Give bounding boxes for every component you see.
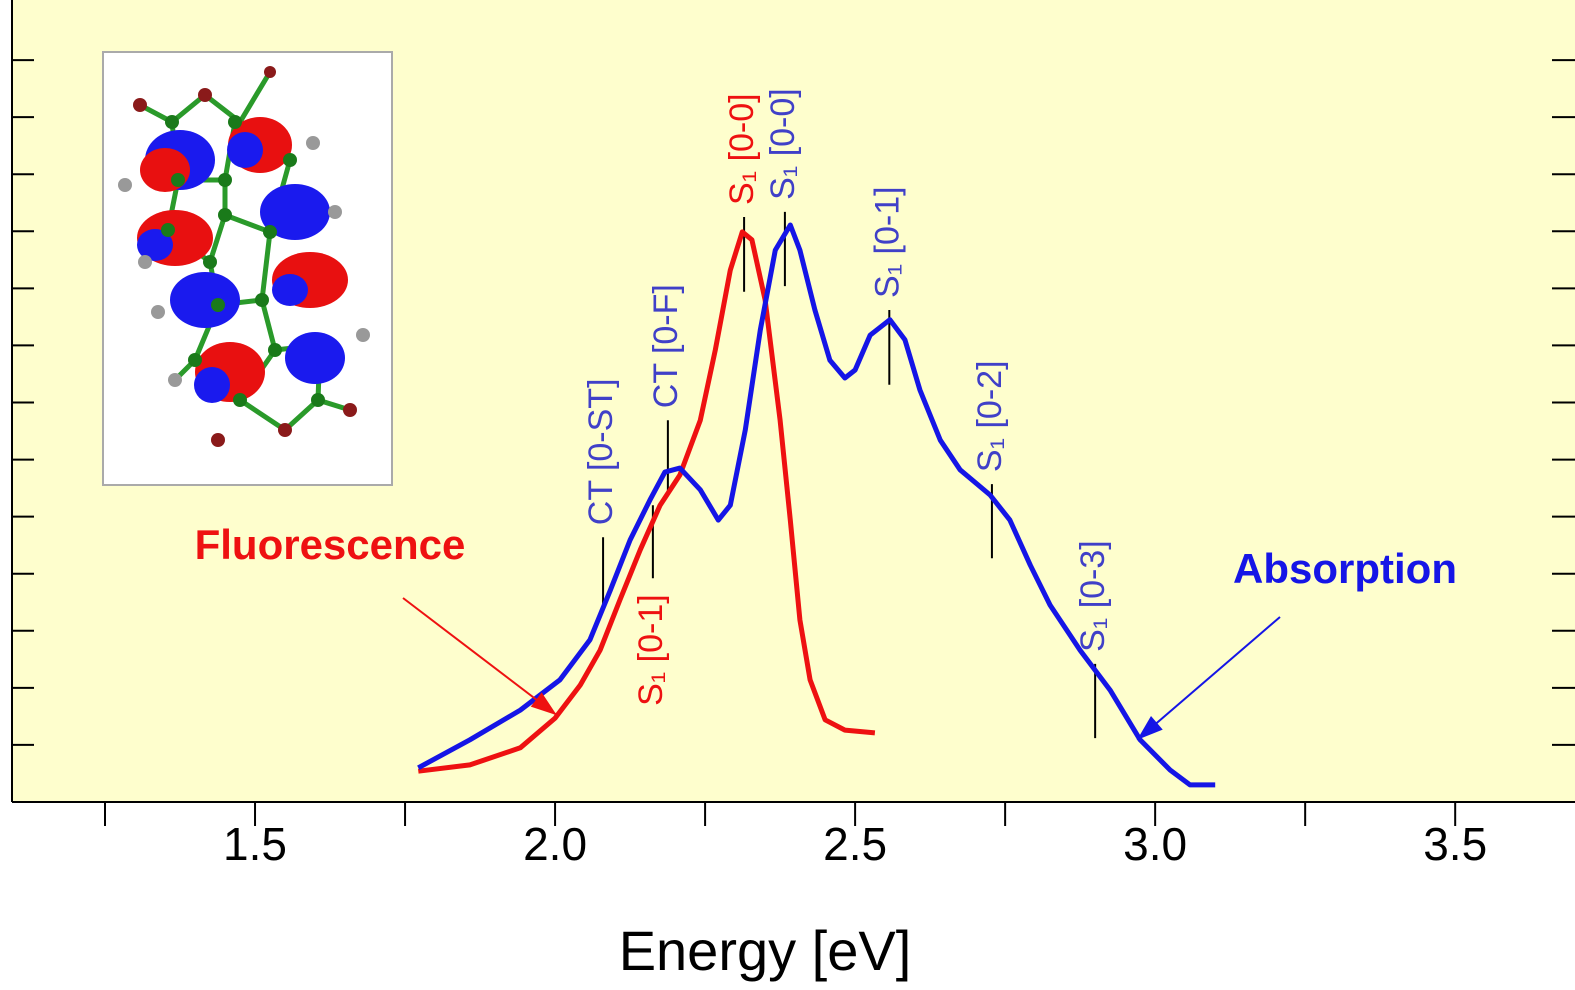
x-axis-label: Energy [eV]	[619, 919, 912, 982]
x-tick-label: 2.5	[823, 818, 887, 870]
transition-label: S₁ [0-1]	[632, 594, 670, 706]
transition-label: CT [0-F]	[647, 284, 685, 408]
x-tick-label: 3.0	[1123, 818, 1187, 870]
molecule-inset	[103, 52, 392, 485]
x-tick-label: 1.5	[223, 818, 287, 870]
transition-label: S₁ [0-3]	[1074, 540, 1112, 652]
x-tick-label: 3.5	[1423, 818, 1487, 870]
transition-label: CT [0-ST]	[582, 378, 620, 525]
transition-label: S₁ [0-1]	[868, 186, 906, 298]
transition-label: S₁ [0-0]	[764, 88, 802, 200]
chart: Energy [eV]	[0, 0, 1575, 990]
transition-label: S₁ [0-2]	[971, 360, 1009, 472]
series-annotation: Absorption	[1233, 545, 1457, 592]
series-annotation: Fluorescence	[195, 521, 466, 568]
x-tick-label: 2.0	[523, 818, 587, 870]
transition-label: S₁ [0-0]	[723, 93, 761, 205]
